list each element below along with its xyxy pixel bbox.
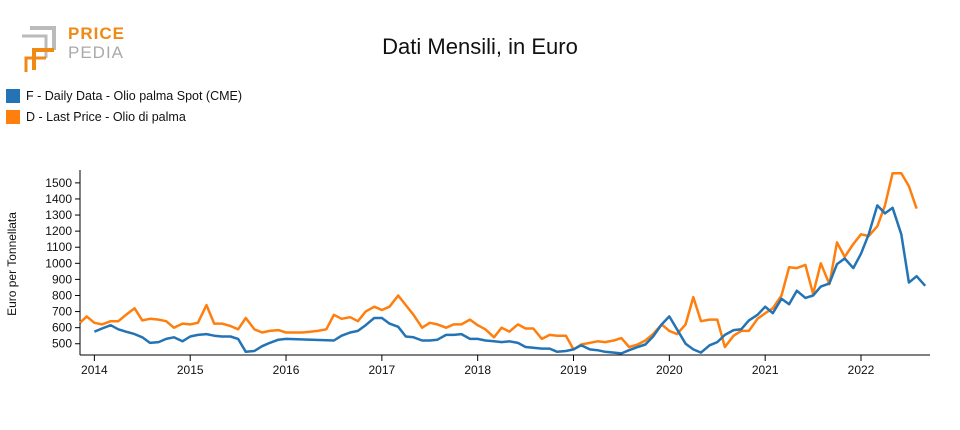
series-line-2 bbox=[79, 171, 918, 351]
logo-text-price: PRICE bbox=[68, 24, 125, 43]
logo-bracket-icon bbox=[22, 26, 56, 72]
x-axis: 2014 2015 2016 2017 2018 2019 2020 2021 2022 bbox=[80, 354, 930, 377]
y-tick-label: 1300 bbox=[45, 208, 72, 222]
legend-label-series-2: D - Last Price - Olio di palma bbox=[26, 109, 186, 124]
y-axis-label: Euro per Tonnellata bbox=[5, 212, 19, 316]
chart-legend: F - Daily Data - Olio palma Spot (CME) D… bbox=[6, 85, 242, 127]
pricepedia-logo: PRICE PEDIA bbox=[18, 24, 128, 74]
x-tick-label: 2022 bbox=[848, 363, 875, 377]
legend-item-series-2[interactable]: D - Last Price - Olio di palma bbox=[6, 106, 242, 127]
y-tick-label: 900 bbox=[52, 272, 72, 286]
y-tick-label: 600 bbox=[52, 321, 72, 335]
x-tick-label: 2016 bbox=[273, 363, 300, 377]
chart-title: Dati Mensili, in Euro bbox=[382, 34, 578, 59]
series-line-1 bbox=[93, 204, 927, 355]
x-tick-label: 2020 bbox=[656, 363, 683, 377]
legend-label-series-1: F - Daily Data - Olio palma Spot (CME) bbox=[26, 88, 243, 103]
y-tick-label: 700 bbox=[52, 305, 72, 319]
y-axis: 500 600 700 800 900 1000 1100 1200 1300 1400 1500 bbox=[45, 170, 81, 355]
x-tick-label: 2019 bbox=[560, 363, 587, 377]
y-tick-label: 1400 bbox=[45, 192, 72, 206]
x-tick-label: 2015 bbox=[177, 363, 204, 377]
x-tick-label: 2014 bbox=[81, 363, 108, 377]
x-tick-label: 2017 bbox=[369, 363, 396, 377]
legend-swatch-series-2 bbox=[6, 109, 20, 124]
legend-swatch-series-1 bbox=[6, 88, 20, 103]
x-tick-label: 2021 bbox=[752, 363, 779, 377]
logo-text-pedia: PEDIA bbox=[68, 43, 125, 62]
y-tick-label: 500 bbox=[52, 337, 72, 351]
series-lines bbox=[79, 171, 927, 355]
x-tick-label: 2018 bbox=[464, 363, 491, 377]
legend-item-series-1[interactable]: F - Daily Data - Olio palma Spot (CME) bbox=[6, 85, 242, 106]
y-tick-label: 1100 bbox=[46, 240, 72, 254]
y-tick-label: 1000 bbox=[45, 256, 72, 270]
y-tick-label: 1500 bbox=[45, 176, 72, 190]
y-tick-label: 1200 bbox=[45, 224, 72, 238]
y-tick-label: 800 bbox=[52, 288, 72, 302]
